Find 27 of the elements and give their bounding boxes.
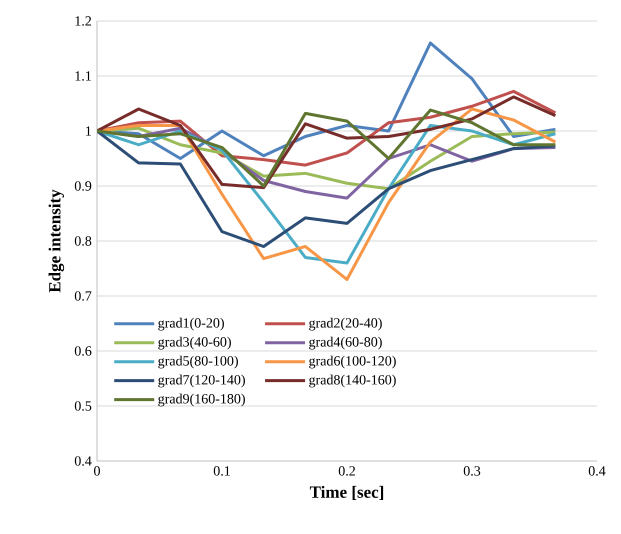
legend-label: grad7(120-140) <box>158 374 245 388</box>
x-tick-label: 0.1 <box>214 466 230 476</box>
legend-label: grad2(20-40) <box>309 318 382 331</box>
y-tick-label: 0.6 <box>74 346 92 356</box>
legend-label: grad6(100-120) <box>309 356 396 368</box>
legend-label: grad3(40-60) <box>158 336 231 350</box>
x-tick-label: 0.2 <box>338 466 355 476</box>
y-axis-title: Edge intensity <box>48 189 64 292</box>
legend-label: grad8(140-160) <box>309 374 396 388</box>
x-tick-label: 0.4 <box>588 466 606 476</box>
y-tick-label: 0.4 <box>74 456 92 466</box>
y-tick-label: 0.5 <box>74 401 92 411</box>
y-tick-label: 0.9 <box>74 181 92 191</box>
legend-label: grad4(60-80) <box>309 336 382 350</box>
x-tick-label: 0 <box>94 466 100 476</box>
x-tick-label: 0.3 <box>464 466 480 476</box>
y-tick-label: 1.2 <box>76 16 92 26</box>
y-tick-label: 1.1 <box>76 71 91 81</box>
line-series <box>97 95 557 190</box>
legend-label: grad5(80-100) <box>158 356 238 368</box>
y-tick-label: 0.8 <box>74 236 92 246</box>
y-tick-label: 1 <box>86 126 91 136</box>
x-axis-title: Time [sec] <box>310 486 384 500</box>
y-tick-label: 0.7 <box>74 291 92 301</box>
legend-label: grad1(0-20) <box>158 318 224 331</box>
line-series <box>97 108 557 188</box>
legend-label: grad9(160-180) <box>158 394 245 406</box>
